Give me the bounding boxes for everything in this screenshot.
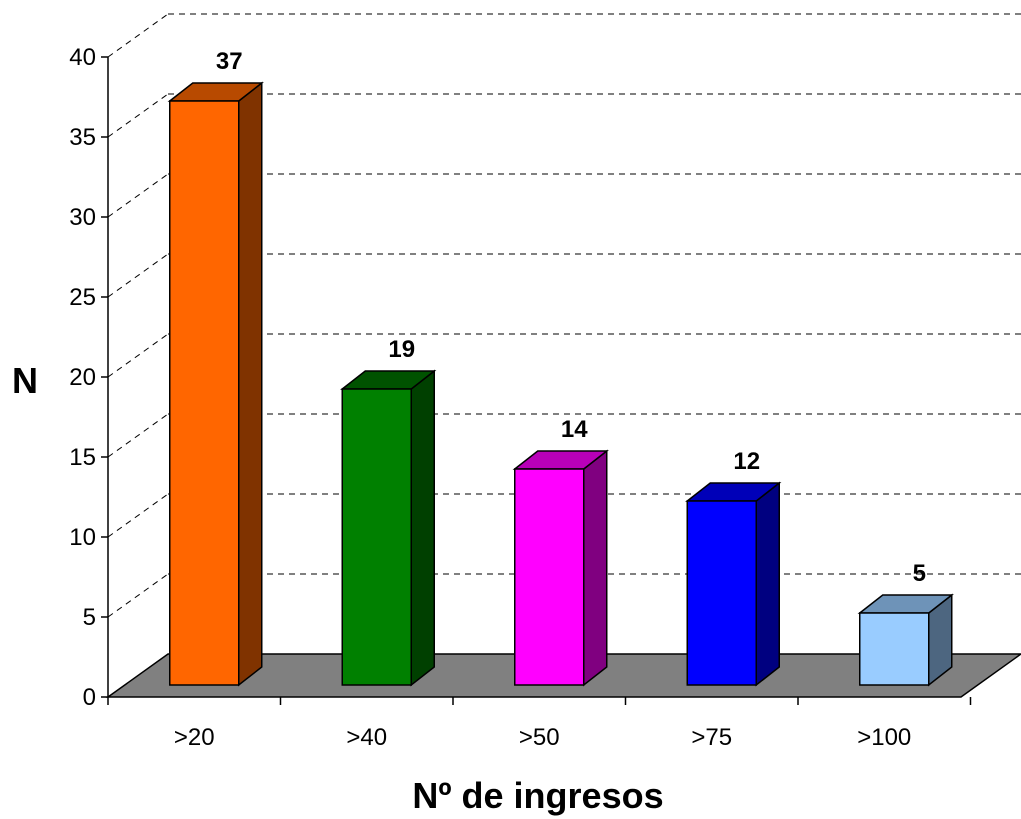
data-label: 14 xyxy=(561,416,588,443)
bar-front xyxy=(686,500,757,686)
gridline-diagonal xyxy=(107,413,169,458)
y-tick-label: 10 xyxy=(69,524,96,551)
gridline-diagonal xyxy=(107,173,169,218)
data-label: 37 xyxy=(216,48,243,75)
bar-side xyxy=(755,481,780,687)
bar->50 xyxy=(512,449,609,687)
data-label: 19 xyxy=(388,336,415,363)
x-tick-label: >50 xyxy=(519,724,560,751)
gridline-diagonal xyxy=(107,573,169,618)
y-axis-title: N xyxy=(12,360,38,401)
bar-front xyxy=(341,388,412,686)
y-axis xyxy=(101,56,972,705)
y-tick-label: 35 xyxy=(69,124,96,151)
bar->40 xyxy=(340,369,437,687)
gridline-diagonal xyxy=(107,333,169,378)
y-tick-labels: 0 5 10 15 20 25 30 35 40 xyxy=(69,44,96,711)
data-label: 12 xyxy=(733,448,760,475)
bar-front xyxy=(169,100,240,686)
bar-front xyxy=(514,468,585,686)
data-label: 5 xyxy=(913,560,926,587)
y-tick-label: 0 xyxy=(83,684,96,711)
y-tick-label: 20 xyxy=(69,364,96,391)
y-tick-label: 40 xyxy=(69,44,96,71)
gridline-diagonal xyxy=(107,93,169,138)
x-tick-labels: >20 >40 >50 >75 >100 xyxy=(174,724,911,751)
y-tick-label: 25 xyxy=(69,284,96,311)
y-tick-label: 30 xyxy=(69,204,96,231)
bar->20 xyxy=(167,81,264,687)
bar->100 xyxy=(857,593,954,687)
gridline-diagonal xyxy=(107,13,169,58)
bar-front xyxy=(859,612,930,686)
x-axis-title: Nº de ingresos xyxy=(412,775,663,816)
x-tick-label: >100 xyxy=(857,724,911,751)
data-labels: 37 19 14 12 5 xyxy=(216,48,926,587)
x-tick-label: >20 xyxy=(174,724,215,751)
x-tick-label: >40 xyxy=(346,724,387,751)
gridline-diagonal xyxy=(107,253,169,298)
bar->75 xyxy=(685,481,782,687)
y-tick-label: 15 xyxy=(69,444,96,471)
bar-side xyxy=(410,369,435,687)
back-gridlines xyxy=(107,13,1021,618)
x-tick-label: >75 xyxy=(691,724,732,751)
bar-side xyxy=(238,81,263,687)
y-tick-label: 5 xyxy=(83,604,96,631)
bar-side xyxy=(583,449,608,687)
bars xyxy=(167,81,954,687)
gridline-diagonal xyxy=(107,493,169,538)
